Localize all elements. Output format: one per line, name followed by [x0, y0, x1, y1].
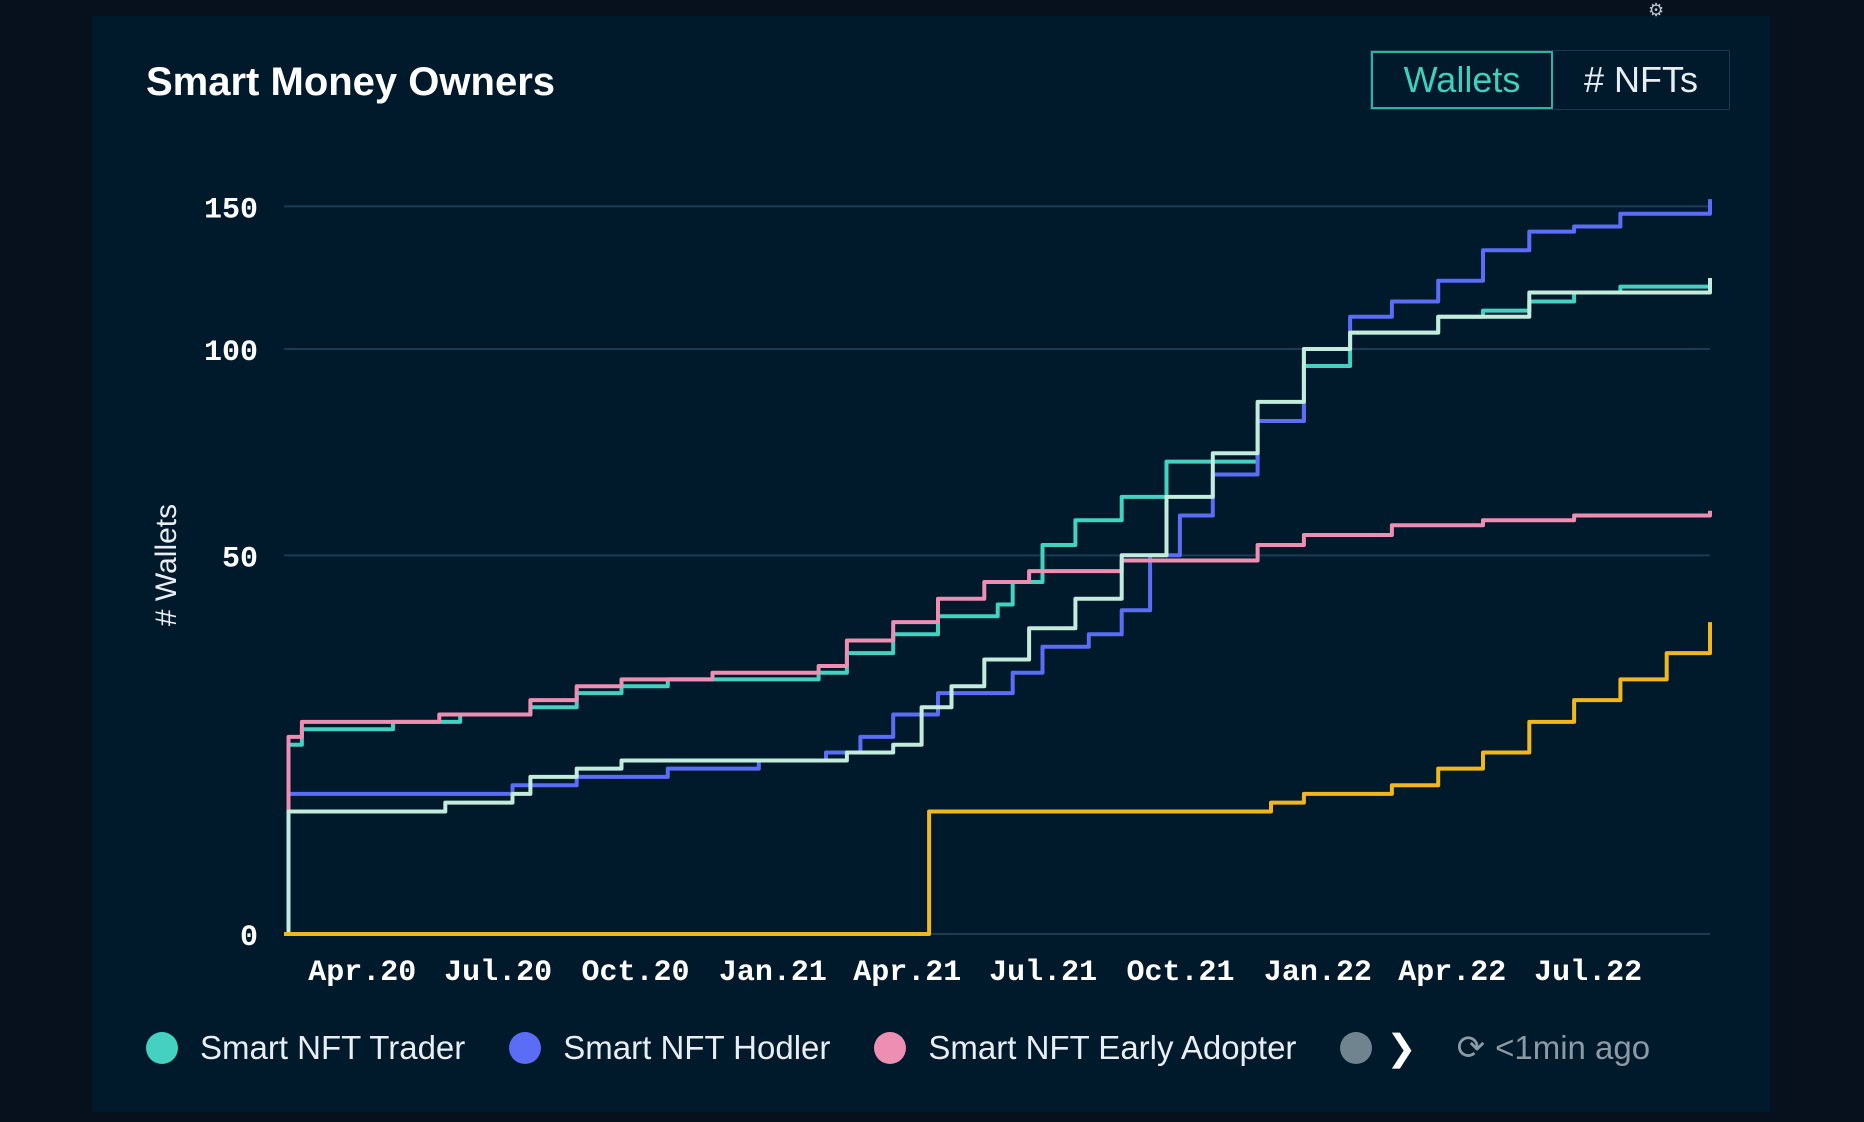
- nfts-toggle-button[interactable]: # NFTs: [1583, 59, 1698, 100]
- series-layer: [284, 199, 1712, 936]
- legend-item-hodler[interactable]: Smart NFT Hodler: [509, 1029, 830, 1067]
- metric-toggle: Wallets # NFTs: [1370, 50, 1730, 110]
- x-tick-label: Apr.20: [308, 956, 416, 990]
- x-tick-label: Jan.22: [1264, 956, 1372, 990]
- chart-legend: Smart NFT Trader Smart NFT Hodler Smart …: [146, 1026, 1650, 1070]
- legend-item-trader[interactable]: Smart NFT Trader: [146, 1029, 465, 1067]
- legend-label-hodler: Smart NFT Hodler: [563, 1029, 831, 1066]
- y-tick-label: 50: [222, 542, 258, 576]
- x-tick-label: Apr.22: [1398, 956, 1506, 990]
- y-tick-label: 0: [240, 921, 258, 955]
- x-tick-label: Jul.21: [989, 956, 1097, 990]
- x-tick-label: Oct.21: [1126, 956, 1234, 990]
- y-axis: 0 50 100 150: [204, 193, 258, 955]
- series-line-1[interactable]: [284, 199, 1712, 936]
- x-tick-label: Jul.22: [1534, 956, 1642, 990]
- legend-label-early-adopter: Smart NFT Early Adopter: [928, 1029, 1297, 1066]
- settings-icon[interactable]: ⚙: [1648, 0, 1665, 20]
- y-axis-label: # Wallets: [150, 504, 183, 626]
- x-axis: Apr.20 Jul.20 Oct.20 Jan.21 Apr.21 Jul.21 Oct.…: [308, 956, 1642, 990]
- y-tick-label: 150: [204, 193, 258, 227]
- series-line-0[interactable]: [284, 278, 1712, 936]
- x-tick-label: Jul.20: [444, 956, 552, 990]
- legend-label-trader: Smart NFT Trader: [200, 1029, 466, 1066]
- legend-dot-early-adopter: [874, 1032, 907, 1064]
- legend-dot-trader: [146, 1032, 178, 1064]
- legend-more-dot[interactable]: [1340, 1032, 1373, 1064]
- chart-title: Smart Money Owners: [146, 60, 556, 104]
- series-line-3[interactable]: [284, 278, 1712, 936]
- x-tick-label: Apr.21: [853, 956, 961, 990]
- series-line-2[interactable]: [284, 510, 1712, 936]
- y-tick-label: 100: [204, 336, 258, 370]
- legend-dot-hodler: [509, 1032, 542, 1064]
- wallets-toggle-button[interactable]: Wallets: [1371, 51, 1553, 109]
- x-tick-label: Oct.20: [581, 956, 689, 990]
- series-line-4[interactable]: [284, 622, 1712, 936]
- last-updated-text: <1min ago: [1495, 1029, 1651, 1066]
- x-tick-label: Jan.21: [719, 956, 827, 990]
- refresh-icon[interactable]: ⟳: [1456, 1029, 1486, 1067]
- legend-next-chevron-icon[interactable]: ❯: [1386, 1027, 1417, 1068]
- legend-item-early-adopter[interactable]: Smart NFT Early Adopter: [874, 1029, 1296, 1067]
